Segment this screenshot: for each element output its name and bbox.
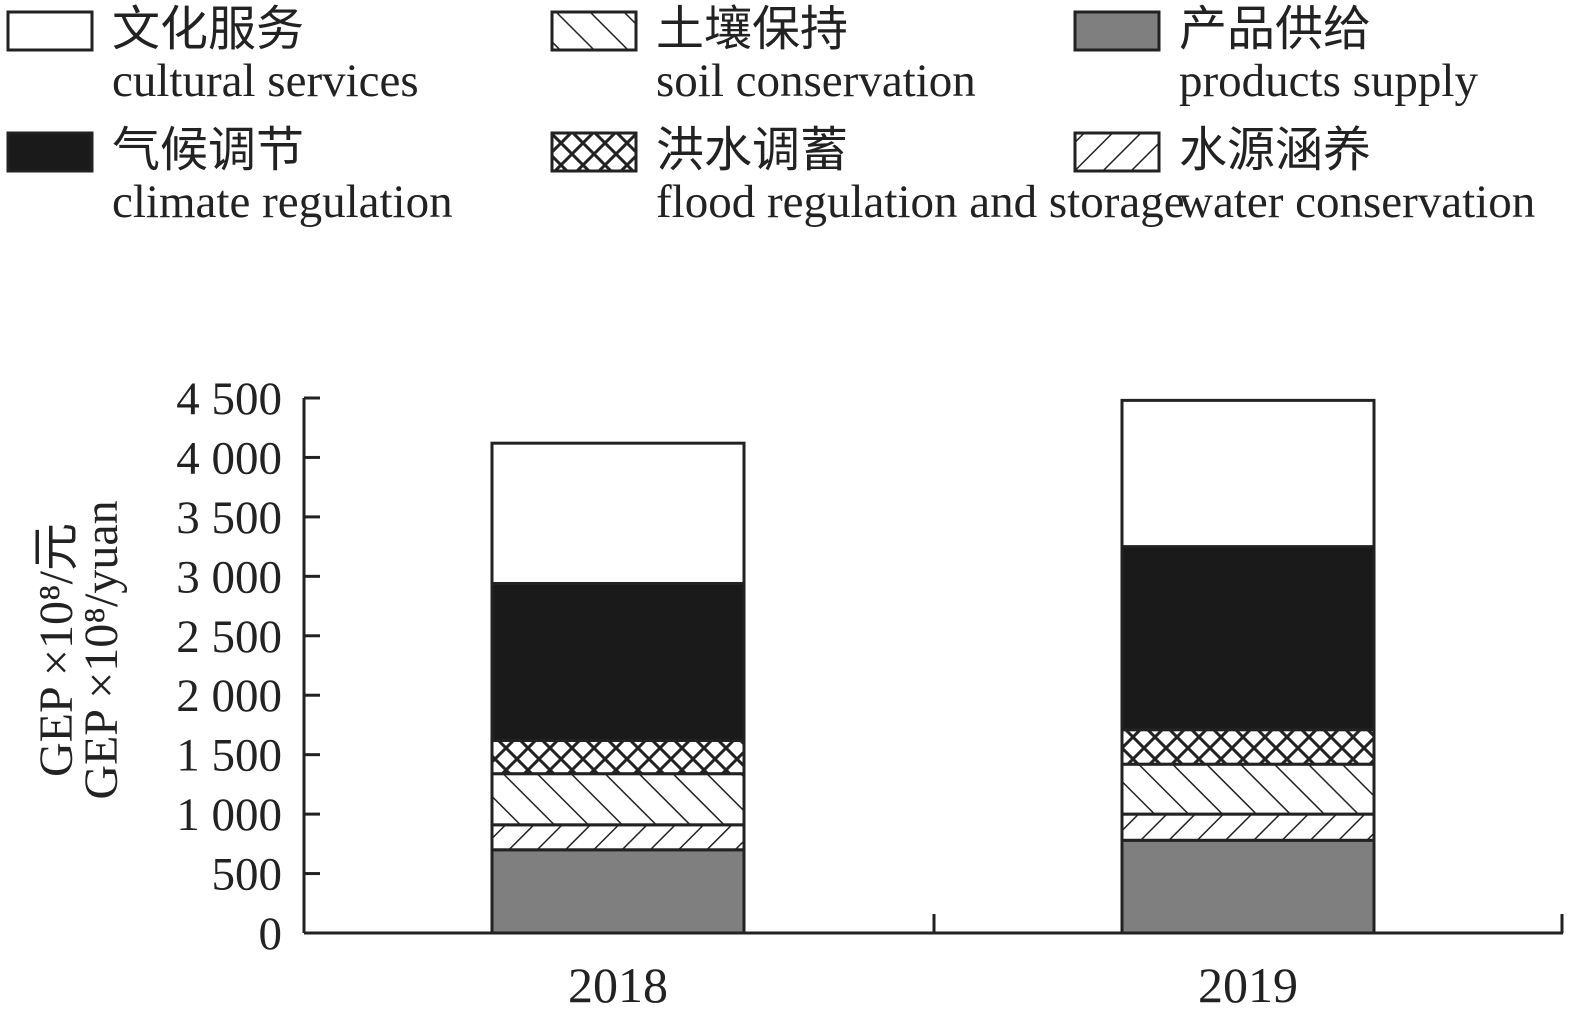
bar-segment-soil-2018 — [490, 772, 746, 827]
legend-label-zh-products: 产品供给 — [1179, 3, 1371, 56]
legend-swatch-cultural — [6, 10, 94, 52]
bar-segment-climate-2018 — [490, 581, 746, 742]
legend-label-en-climate: climate regulation — [112, 176, 453, 228]
legend-label-zh-flood: 洪水调蓄 — [656, 124, 848, 177]
x-tick-label-2018: 2018 — [568, 957, 668, 1013]
legend-label-en-flood: flood regulation and storage — [656, 176, 1185, 228]
y-ticks: 0 500 1 000 1 500 2 000 2 500 3 000 3 500 4 000 4… — [176, 373, 320, 960]
y-tick-label: 500 — [212, 849, 283, 901]
bar-segment-climate-2019 — [1120, 545, 1376, 732]
legend-swatch-water — [1073, 131, 1161, 173]
y-tick-label: 1 000 — [176, 789, 282, 841]
legend-swatch-flood — [550, 131, 638, 173]
legend-label-en-water: water conservation — [1179, 176, 1535, 228]
x-tick-labels: 2018 2019 — [568, 957, 1298, 1013]
legend-label-en-products: products supply — [1179, 55, 1478, 107]
legend-label-zh-cultural: 文化服务 — [112, 3, 304, 56]
y-axis-title: GEP ×10⁸/元 GEP ×10⁸/yuan — [30, 500, 128, 799]
bars — [490, 398, 1376, 935]
legend-swatch-climate — [6, 131, 94, 173]
y-tick-label: 0 — [259, 908, 283, 960]
legend-swatch-products — [1073, 10, 1161, 52]
legend-label-zh-climate: 气候调节 — [112, 124, 304, 177]
y-tick-label: 3 000 — [176, 551, 282, 603]
legend-label-en-soil: soil conservation — [656, 55, 976, 107]
bar-segment-flood-2019 — [1120, 728, 1376, 766]
y-tick-label: 4 000 — [176, 432, 282, 484]
y-tick-label: 2 500 — [176, 611, 282, 663]
bar-segment-water-2018 — [490, 823, 746, 852]
bar-segment-cultural-2019 — [1120, 398, 1376, 549]
bar-segment-cultural-2018 — [490, 441, 746, 585]
bar-segment-products-2018 — [490, 848, 746, 935]
bar-segment-soil-2019 — [1120, 762, 1376, 816]
y-tick-label: 2 000 — [176, 670, 282, 722]
y-axis-label-zh: GEP ×10⁸/元 — [30, 523, 83, 777]
bar-segment-flood-2018 — [490, 738, 746, 776]
legend-label-zh-water: 水源涵养 — [1179, 124, 1371, 177]
bar-segment-products-2019 — [1120, 838, 1376, 935]
y-tick-label: 4 500 — [176, 373, 282, 425]
legend-label-zh-soil: 土壤保持 — [656, 3, 848, 56]
y-tick-label: 3 500 — [176, 492, 282, 544]
y-axis-label-en: GEP ×10⁸/yuan — [75, 500, 128, 799]
y-tick-label: 1 500 — [176, 730, 282, 782]
x-tick-label-2019: 2019 — [1198, 957, 1298, 1013]
legend-swatch-soil — [550, 10, 638, 52]
legend-label-en-cultural: cultural services — [112, 55, 419, 107]
bar-segment-water-2019 — [1120, 812, 1376, 842]
